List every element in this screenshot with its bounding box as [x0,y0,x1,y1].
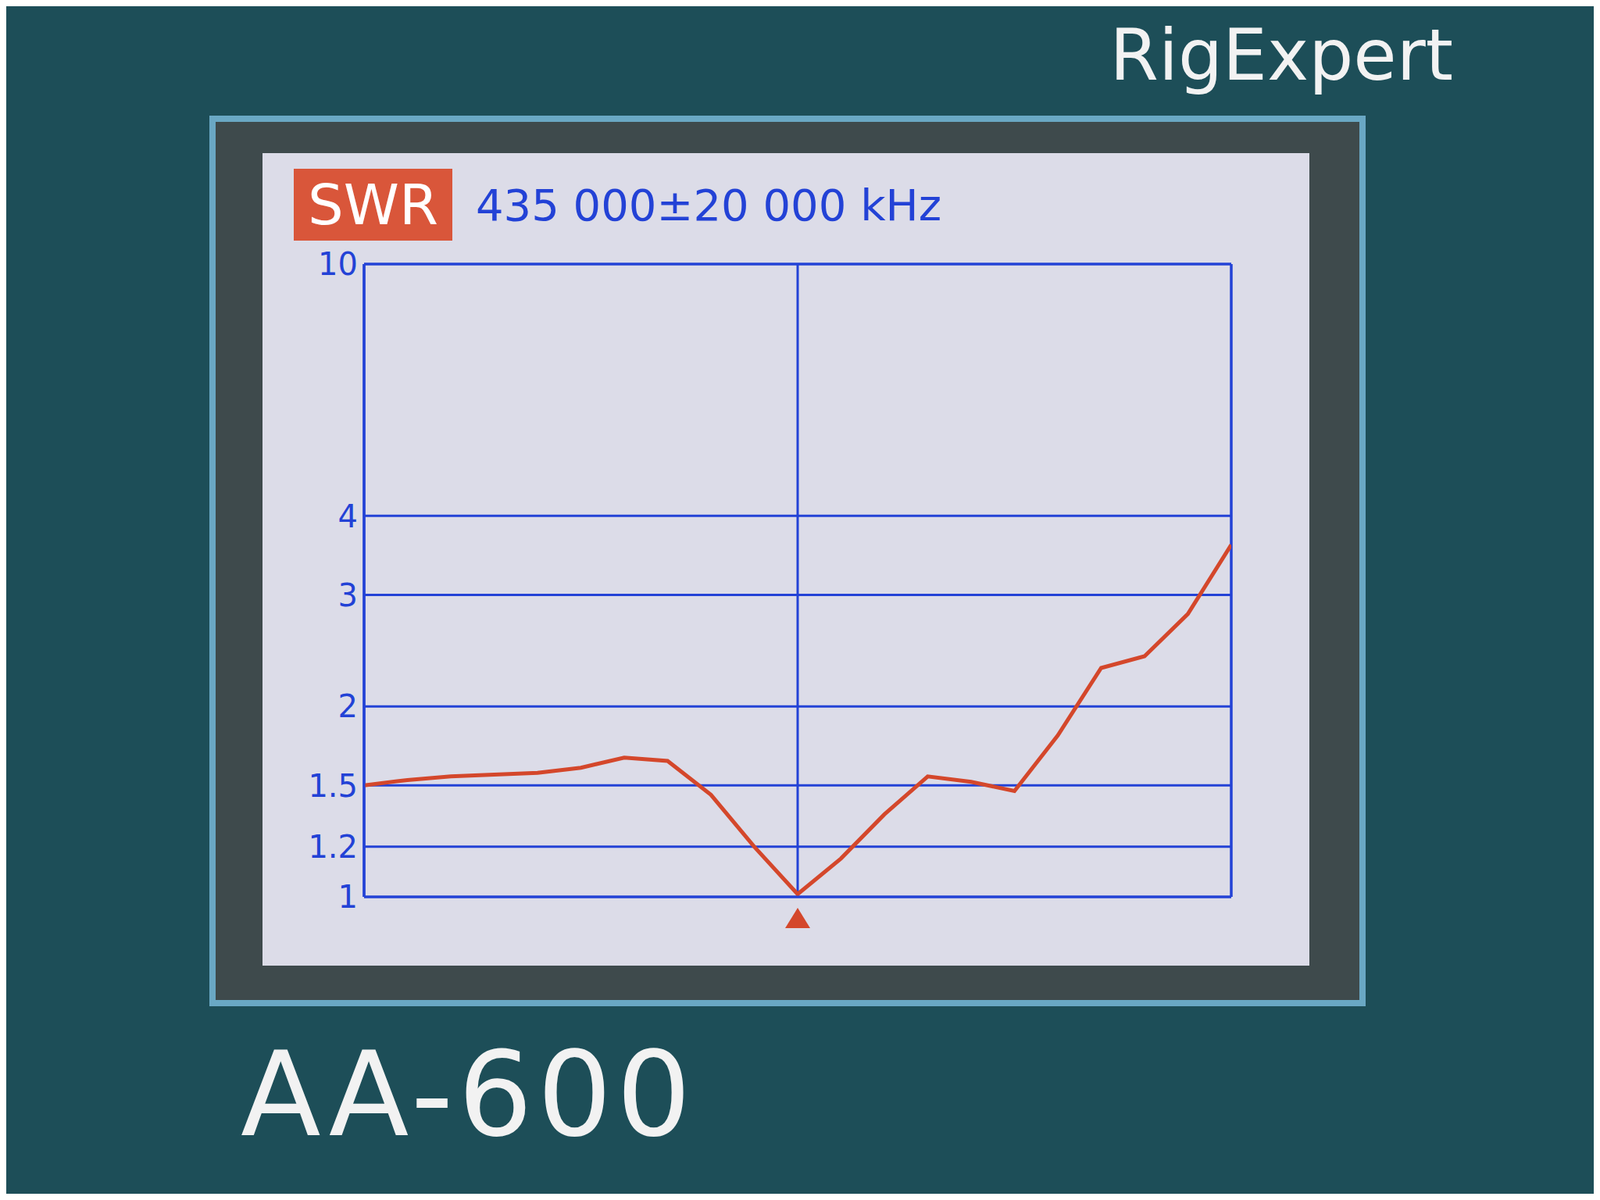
svg-text:1.2: 1.2 [307,828,358,865]
html-text:RigExpert: RigExpert [1109,14,1454,97]
svg-text:10: 10 [317,246,358,283]
svg-text:1.5: 1.5 [307,767,358,804]
html-text:435 000±20 000 kHz: 435 000±20 000 kHz [475,179,942,231]
svg-text:3: 3 [338,577,358,614]
svg-text:4: 4 [338,498,358,535]
html-text:SWR: SWR [307,171,439,238]
html-text:AA-600: AA-600 [240,1026,696,1163]
svg-text:1: 1 [338,878,358,915]
svg-text:2: 2 [338,688,358,725]
